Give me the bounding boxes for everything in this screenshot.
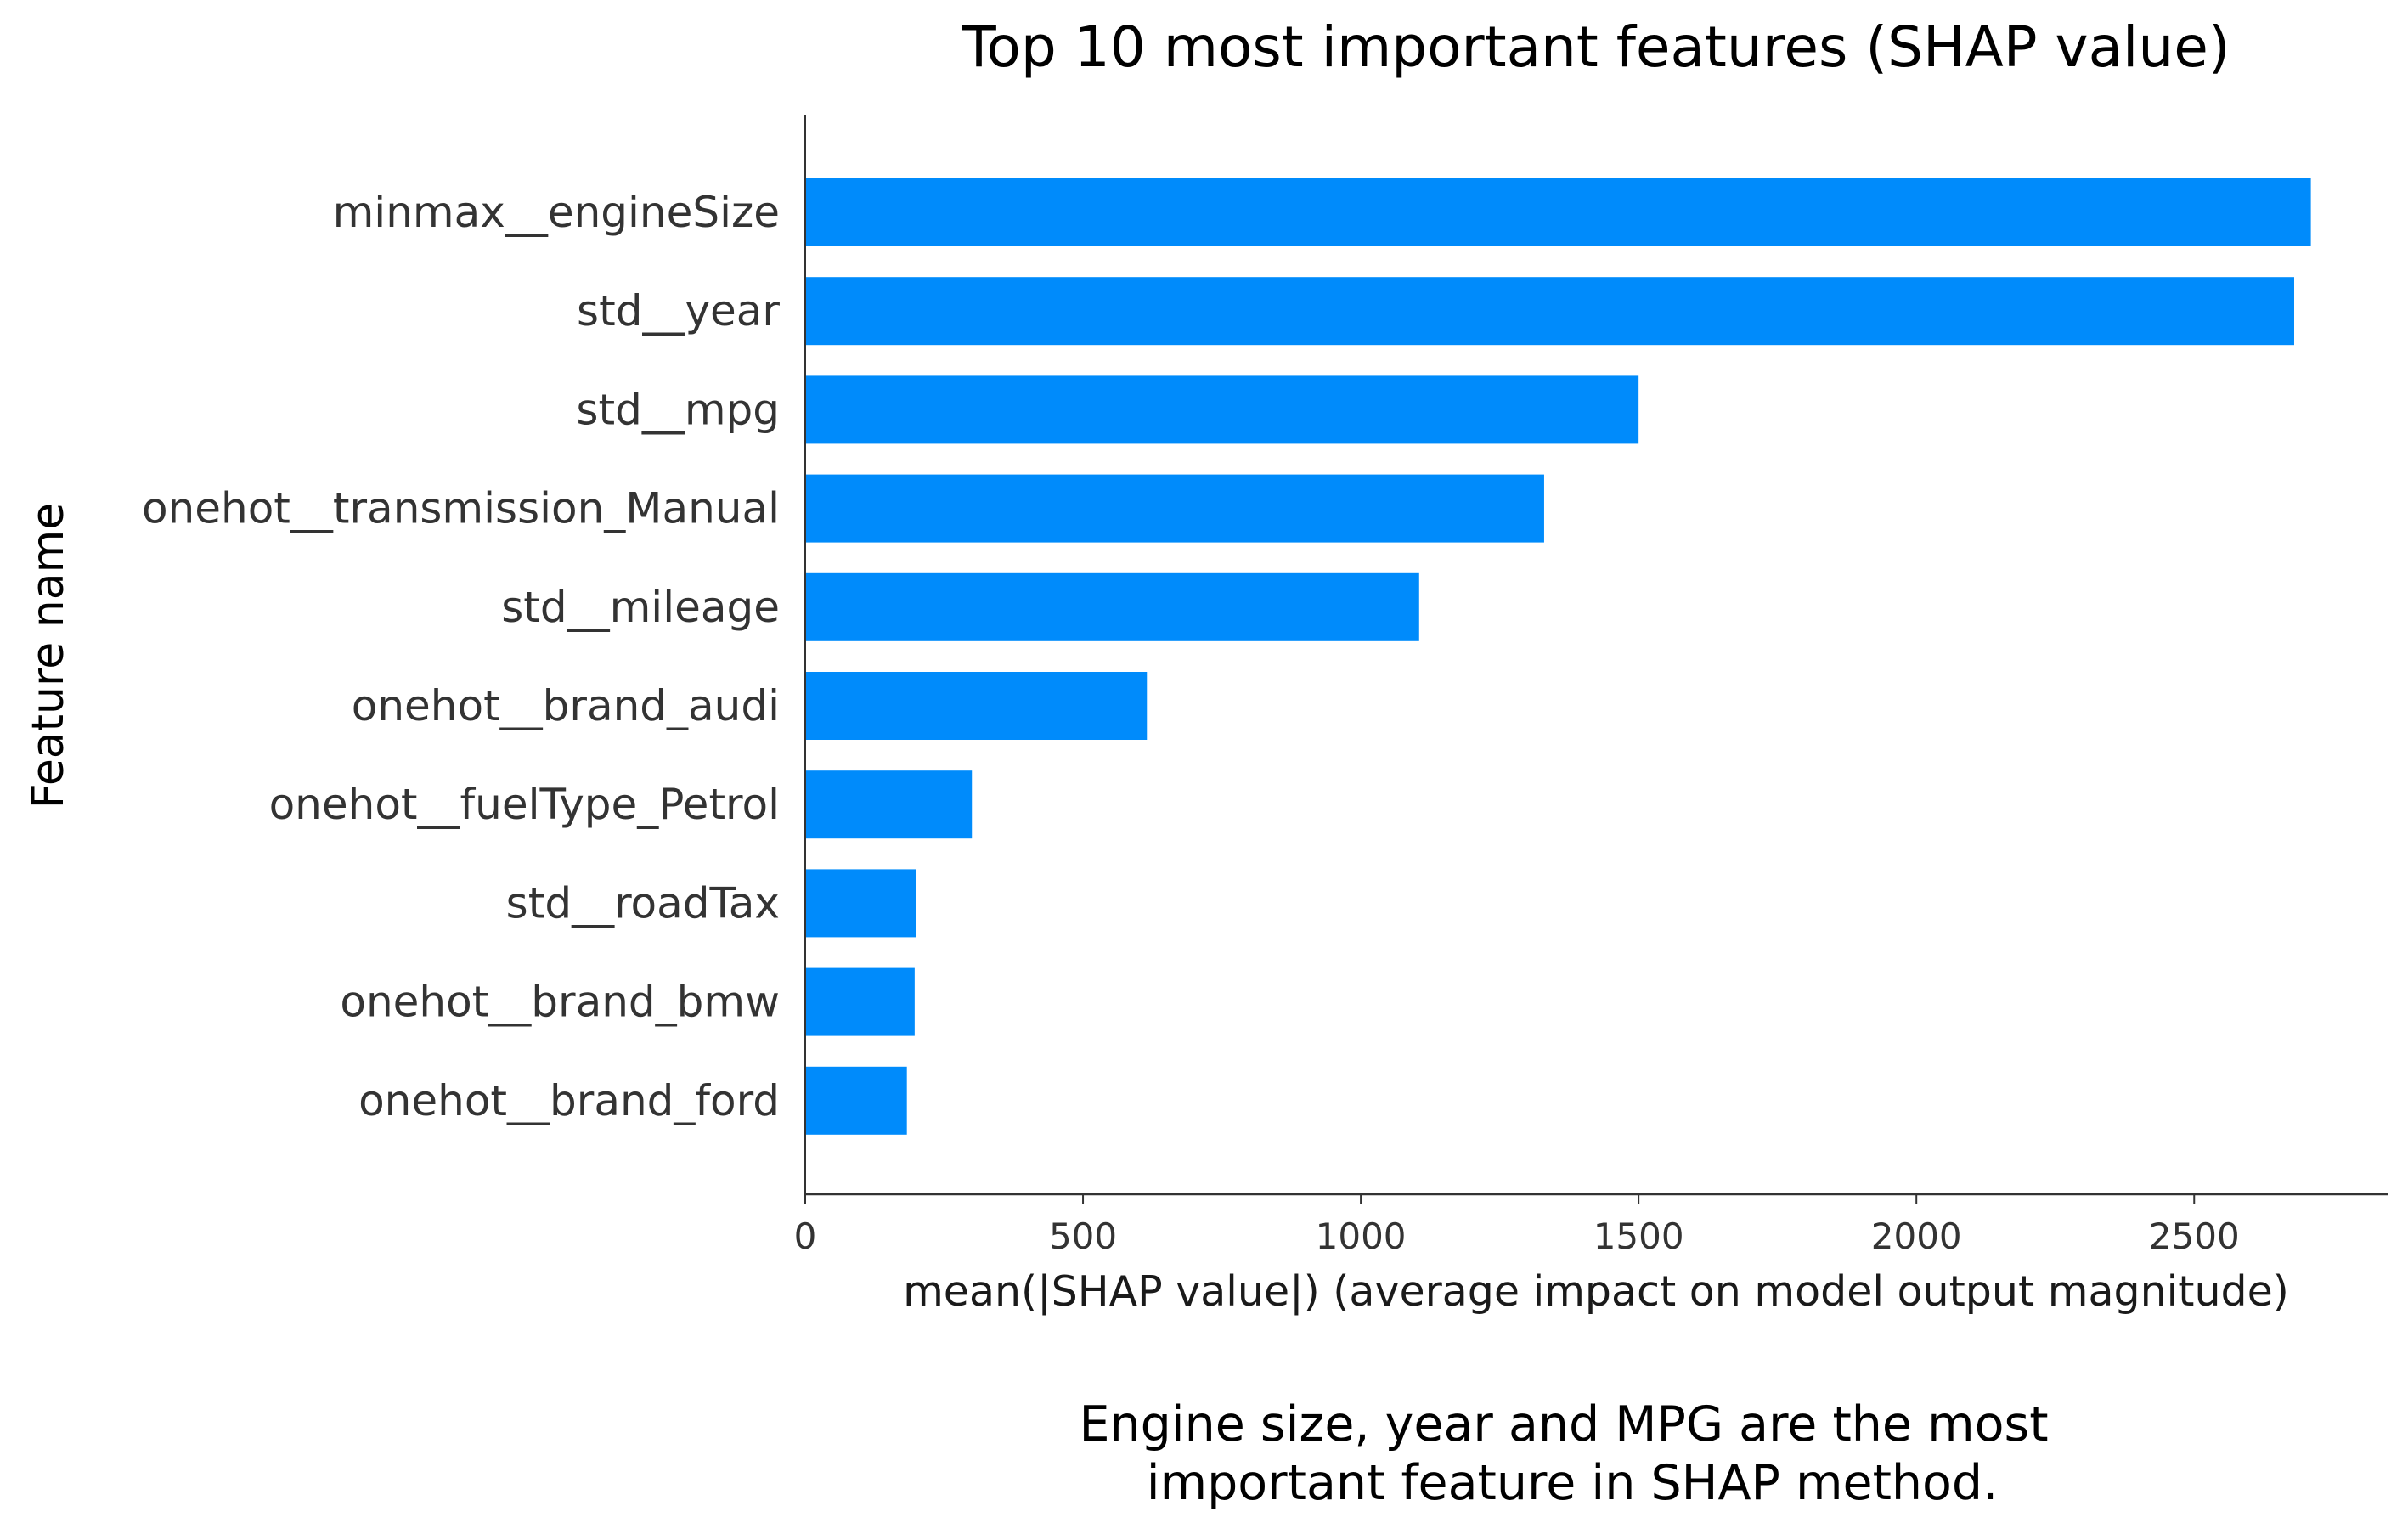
x-ticks: 0 500 1000 1500 2000 2500 [794,1194,2240,1257]
bar-onehot__transmission_Manual [805,474,1544,543]
bar-std__mileage [805,572,1419,641]
y-tick-label: onehot__transmission_Manual [142,484,780,533]
x-axis-label: mean(|SHAP value|) (average impact on mo… [903,1267,2289,1316]
x-tick-label: 500 [1049,1215,1117,1257]
y-tick-label: std__mileage [501,583,780,632]
y-tick-label: std__roadTax [506,878,780,928]
bar-onehot__fuelType_Petrol [805,770,973,839]
x-tick-label: 1000 [1316,1215,1407,1257]
bar-std__roadTax [805,869,916,938]
y-tick-label: onehot__fuelType_Petrol [269,780,780,829]
y-tick-labels: minmax__engineSize std__year std__mpgoneho… [142,188,780,1125]
x-tick-label: 1500 [1593,1215,1684,1257]
x-tick-label: 0 [794,1215,817,1257]
bar-onehot__brand_audi [805,672,1148,740]
bar-onehot__brand_ford [805,1066,907,1135]
bar-std__year [805,277,2294,346]
bars-layer [805,178,2311,1135]
bar-std__mpg [805,375,1639,444]
y-axis-label: Feature name [23,503,74,809]
chart-title: Top 10 most important features (SHAP val… [961,14,2230,80]
x-tick-label: 2000 [1871,1215,1962,1257]
caption-line-1: Engine size, year and MPG are the most [1079,1396,2048,1452]
y-tick-label: onehot__brand_ford [358,1076,780,1125]
caption-line-2: important feature in SHAP method. [1147,1455,1998,1511]
bar-onehot__brand_bmw [805,967,915,1036]
y-tick-label: std__year [577,286,780,336]
y-tick-label: std__mpg [576,385,780,434]
y-tick-label: onehot__brand_bmw [340,978,780,1027]
y-tick-label: onehot__brand_audi [352,681,780,730]
x-tick-label: 2500 [2149,1215,2240,1257]
bar-minmax__engineSize [805,178,2311,246]
y-tick-label: minmax__engineSize [333,188,780,237]
